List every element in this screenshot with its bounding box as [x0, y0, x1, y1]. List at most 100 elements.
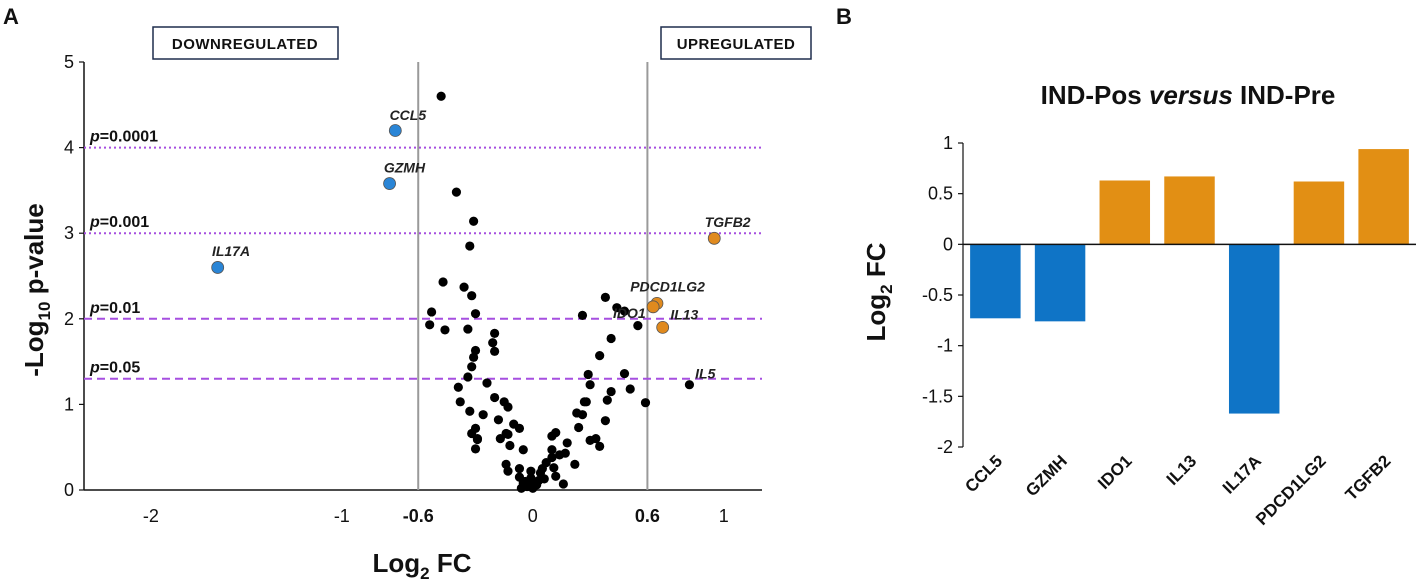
bar-category-label: IL13	[1163, 451, 1200, 488]
gene-point	[562, 438, 572, 448]
gene-point-il5	[684, 380, 695, 390]
gene-point	[612, 303, 622, 313]
gene-point	[581, 397, 591, 407]
x-tick-label: -0.6	[403, 506, 434, 526]
gene-point	[625, 384, 635, 394]
gene-point	[591, 434, 601, 444]
gene-point-tgfb2	[707, 231, 721, 245]
bar-tgfb2	[1358, 149, 1409, 245]
volcano-plot: DOWNREGULATED UPREGULATED p=0.0001 p=0.00…	[19, 26, 812, 583]
gene-point	[453, 382, 463, 392]
gene-point	[467, 291, 477, 301]
gene-point	[425, 320, 435, 330]
volcano-y-title: -Log10 p-value	[19, 203, 54, 376]
bar-y-tick-label: -1.5	[922, 386, 953, 406]
bar-il13	[1164, 176, 1215, 245]
gene-point	[633, 321, 643, 331]
gene-label-gzmh: GZMH	[384, 159, 426, 175]
gene-point-il17a	[211, 261, 225, 274]
pvalue-threshold-label: p=0.05	[89, 360, 140, 377]
panel-a-label: A	[3, 4, 19, 29]
bar-y-title: Log2 FC	[861, 242, 896, 341]
gene-point	[526, 466, 536, 476]
upregulated-label: UPREGULATED	[677, 36, 796, 53]
gene-point	[560, 448, 570, 458]
gene-point	[577, 410, 588, 420]
gene-point	[455, 397, 465, 407]
bar-category-label: TGFB2	[1342, 451, 1395, 504]
gene-point	[463, 324, 473, 334]
gene-point	[551, 428, 561, 438]
gene-point	[606, 333, 616, 344]
gene-point	[640, 398, 651, 408]
gene-point-ccl5	[388, 124, 402, 137]
gene-point	[600, 416, 610, 426]
gene-label-ccl5: CCL5	[390, 107, 427, 123]
gene-point	[436, 91, 446, 101]
bar-category-label: GZMH	[1022, 451, 1071, 500]
bar-chart: IND-Pos versus IND-Pre 1 0.5 0 -0.5 -1 -1.5 -2…	[861, 80, 1416, 529]
bar-chart-title: IND-Pos versus IND-Pre	[1041, 80, 1336, 110]
gene-point	[583, 369, 593, 380]
gene-point	[472, 434, 483, 445]
gene-point	[465, 241, 475, 251]
x-tick-label: 0	[528, 506, 538, 526]
bar-il17a	[1228, 244, 1280, 414]
pvalue-threshold-label: p=0.001	[89, 214, 149, 231]
panel-b-label: B	[836, 4, 852, 29]
gene-point	[495, 434, 505, 444]
bar-y-tick-label: -1	[937, 336, 953, 356]
gene-point	[490, 328, 500, 338]
bar-category-label: IL17A	[1219, 451, 1265, 497]
gene-point	[514, 464, 525, 474]
gene-point	[488, 338, 498, 348]
gene-label-il5: IL5	[695, 366, 715, 382]
bar-ido1	[1099, 180, 1151, 245]
gene-point	[490, 392, 500, 403]
gene-label-pdcd1lg2: PDCD1LG2	[630, 278, 705, 294]
bar-y-tick-label: 0	[943, 234, 953, 254]
volcano-x-title: Log2 FC	[372, 548, 471, 583]
gene-point	[549, 463, 559, 473]
gene-point	[467, 428, 477, 439]
gene-point	[493, 415, 504, 425]
gene-point	[490, 346, 500, 356]
y-tick-label: 4	[64, 138, 74, 158]
gene-point	[470, 444, 481, 454]
gene-point	[585, 380, 595, 390]
gene-point	[426, 307, 437, 317]
y-tick-label: 1	[64, 394, 74, 414]
pvalue-threshold-label: p=0.01	[89, 300, 140, 317]
gene-point	[602, 395, 612, 405]
gene-point	[619, 306, 630, 316]
gene-point	[551, 471, 561, 481]
gene-point	[470, 309, 481, 319]
upregulated-box: UPREGULATED	[660, 26, 812, 60]
gene-point	[459, 282, 469, 292]
gene-point	[503, 429, 513, 439]
downregulated-box: DOWNREGULATED	[152, 26, 339, 60]
gene-point	[518, 445, 528, 455]
gene-point	[570, 459, 580, 469]
y-tick-label: 2	[64, 309, 74, 329]
gene-point	[514, 423, 525, 433]
gene-point	[463, 372, 473, 382]
gene-point	[595, 441, 605, 451]
bar-category-label: CCL5	[961, 451, 1006, 496]
x-tick-label: 0.6	[635, 506, 660, 526]
gene-point-ido1	[646, 300, 660, 314]
gene-point	[547, 445, 557, 455]
gene-point	[558, 479, 568, 489]
gene-point-il13	[656, 320, 670, 334]
bar-y-tick-label: -0.5	[922, 285, 953, 305]
gene-point	[547, 452, 557, 463]
bar-gzmh	[1034, 244, 1086, 322]
x-tick-label: -1	[334, 506, 350, 526]
gene-point	[574, 422, 584, 433]
gene-point	[440, 325, 450, 335]
gene-point	[505, 440, 515, 451]
bar-y-tick-label: 1	[943, 133, 953, 153]
bar-pdcd1lg2	[1293, 181, 1345, 245]
bar-category-label: IDO1	[1094, 451, 1135, 492]
gene-point	[503, 402, 513, 412]
